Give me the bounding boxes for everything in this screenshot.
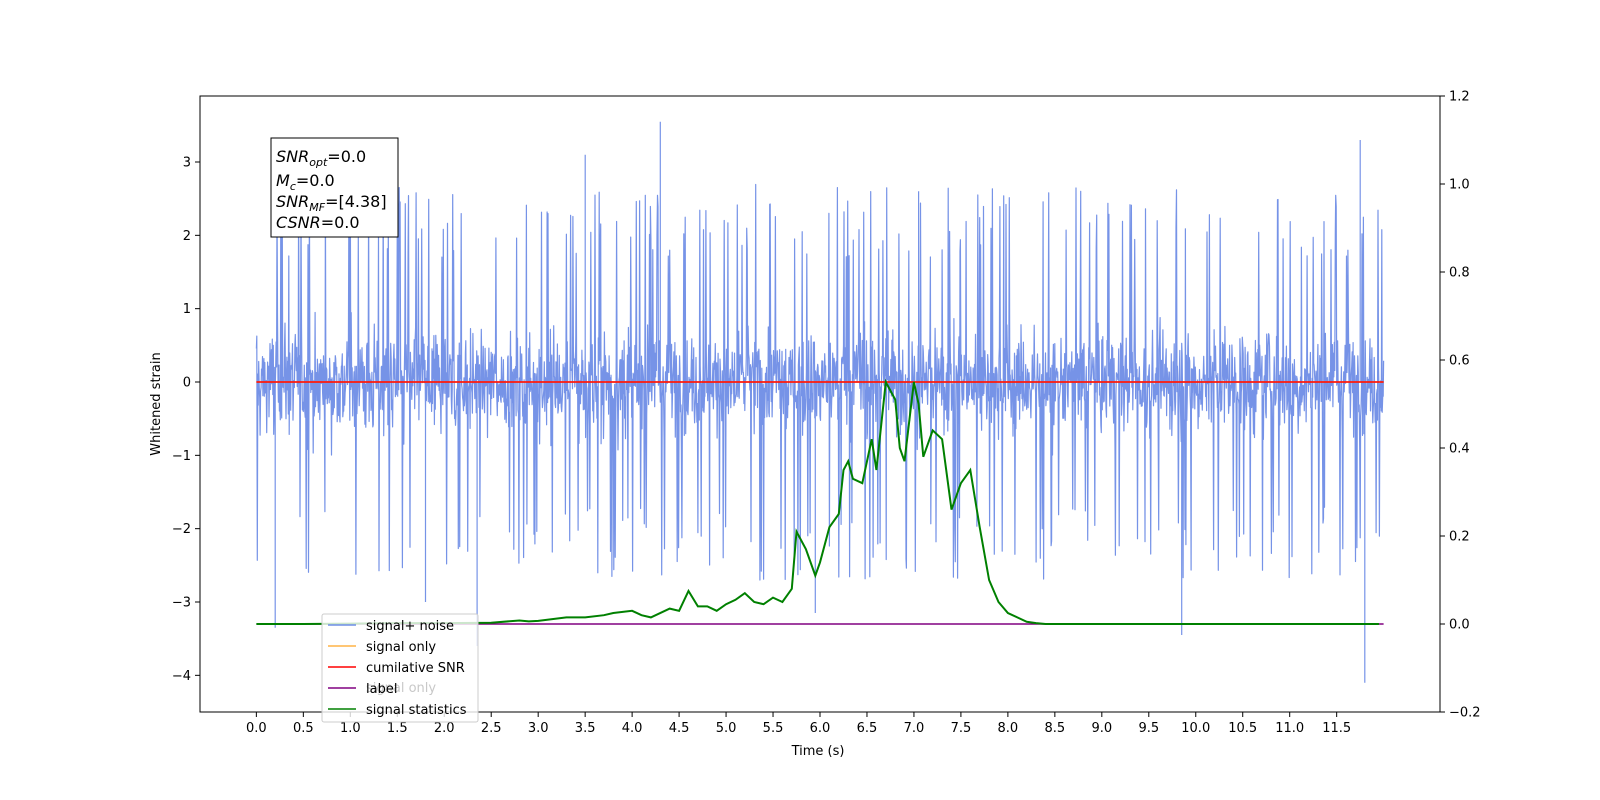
series-layer: [256, 378, 1384, 625]
y-tick-label: −4: [172, 669, 191, 684]
legend-entry-signal-noise: signal+ noise: [366, 619, 454, 634]
legend-entry-signal-only: signal only: [366, 640, 436, 655]
info-csnr: CSNR=0.0: [276, 213, 360, 232]
x-tick-label: 6.0: [810, 721, 831, 736]
legend-entry-signal-statistics: signal statistics: [366, 703, 467, 718]
y-axis-label: Whitened strain: [149, 352, 164, 455]
info-snr-mf: SNRMF=[4.38]: [276, 192, 387, 214]
x-tick-label: 5.5: [763, 721, 784, 736]
y-tick-label: −3: [172, 596, 191, 611]
x-tick-label: 10.5: [1228, 721, 1257, 736]
y2-tick-label: −0.2: [1449, 706, 1481, 721]
y2-tick-label: 0.8: [1449, 266, 1470, 281]
x-tick-label: 3.5: [575, 721, 596, 736]
x-tick-label: 0.0: [246, 721, 267, 736]
x-tick-label: 1.0: [340, 721, 361, 736]
legend: signal only signal+ noise signal only cu…: [321, 613, 479, 723]
y-tick-label: 2: [183, 229, 191, 244]
x-tick-label: 2.5: [481, 721, 502, 736]
y2-tick-label: 0.0: [1449, 618, 1470, 633]
y-tick-label: 3: [183, 156, 191, 171]
x-tick-label: 6.5: [857, 721, 878, 736]
y2-tick-label: 1.0: [1449, 178, 1470, 193]
legend-hidden-text: signal only: [366, 681, 436, 696]
y2-tick-label: 1.2: [1449, 90, 1470, 105]
x-tick-label: 10.0: [1181, 721, 1210, 736]
x-axis-label: Time (s): [791, 744, 845, 759]
x-tick-label: 7.5: [951, 721, 972, 736]
x-tick-label: 9.5: [1138, 721, 1159, 736]
x-tick-label: 1.5: [387, 721, 408, 736]
x-tick-label: 4.5: [669, 721, 690, 736]
info-mc: Mc=0.0: [276, 171, 335, 193]
y-tick-label: 0: [183, 376, 191, 391]
x-tick-label: 9.0: [1091, 721, 1112, 736]
x-tick-label: 5.0: [716, 721, 737, 736]
y-tick-label: 1: [183, 302, 191, 317]
ticks-layer: 0.0 0.5 1.0 1.5 2.0 2.5 3.0 3.5 4.0 4.5 5.0 5.5 6.0 6…: [172, 90, 1481, 737]
series-signal-noise-line: [255, 121, 1385, 683]
x-tick-label: 2.0: [434, 721, 455, 736]
legend-entry-label: label: [366, 682, 397, 697]
x-tick-label: 0.5: [293, 721, 314, 736]
x-tick-label: 7.0: [904, 721, 925, 736]
legend-entry-cumulative-snr: cumilative SNR: [366, 661, 465, 676]
info-box: SNRopt=0.0 Mc=0.0 SNRMF=[4.38] CSNR=0.0: [270, 137, 399, 238]
y2-tick-label: 0.4: [1449, 442, 1470, 457]
y-tick-label: −1: [172, 449, 191, 464]
info-snr-opt: SNRopt=0.0: [276, 147, 366, 169]
x-tick-label: 8.5: [1045, 721, 1066, 736]
x-tick-label: 4.0: [622, 721, 643, 736]
series-signal-statistics-line: [256, 378, 1379, 625]
x-tick-label: 8.0: [998, 721, 1019, 736]
x-tick-label: 3.0: [528, 721, 549, 736]
y2-tick-label: 0.2: [1449, 530, 1470, 545]
y-tick-label: −2: [172, 522, 191, 537]
x-tick-label: 11.5: [1322, 721, 1351, 736]
y2-tick-label: 0.6: [1449, 354, 1470, 369]
x-tick-label: 11.0: [1275, 721, 1304, 736]
noise-series: [255, 121, 1385, 683]
